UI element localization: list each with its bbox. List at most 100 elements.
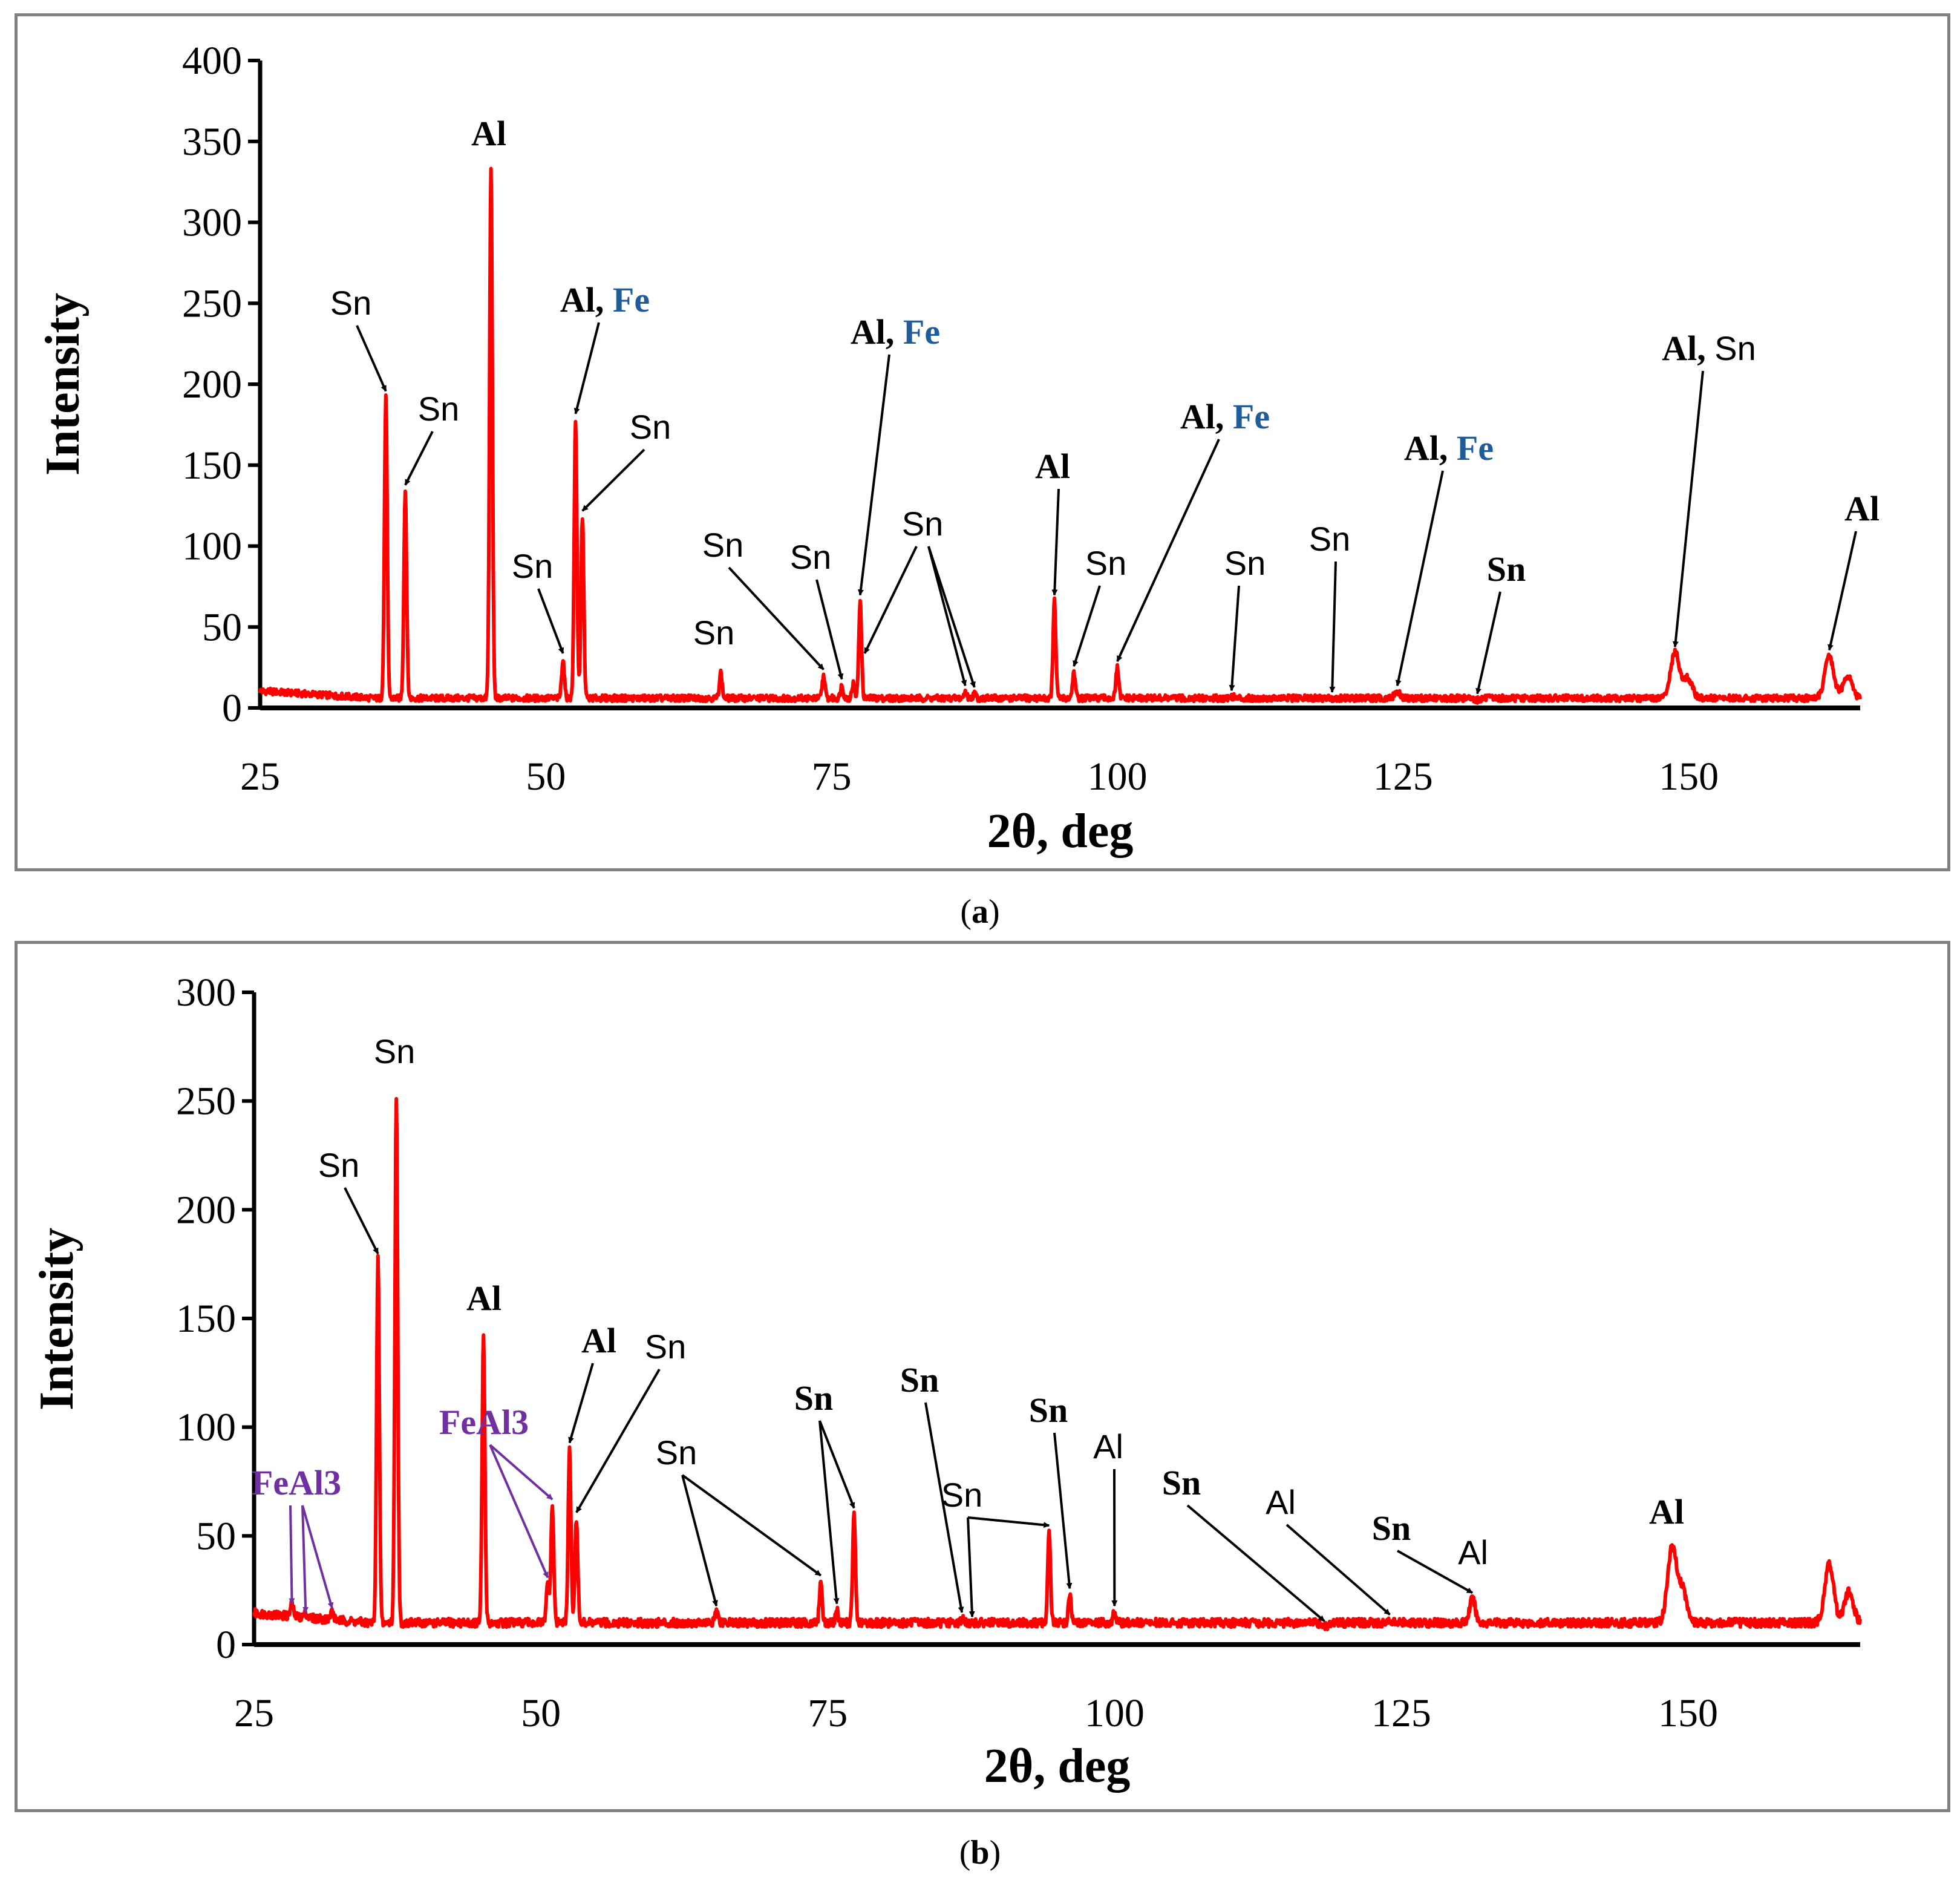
peak-arrow bbox=[1285, 1524, 1391, 1616]
y-tick-label: 200 bbox=[176, 1188, 236, 1232]
y-tick-label: 0 bbox=[222, 686, 242, 730]
peak-label: Al, Fe bbox=[560, 280, 650, 319]
peak-label: Sn bbox=[941, 1476, 983, 1514]
peak-arrow bbox=[818, 1420, 855, 1509]
peak-label: Al, Sn bbox=[1662, 329, 1756, 368]
peak-label: Sn bbox=[1029, 1390, 1068, 1430]
x-tick-label: 100 bbox=[1087, 755, 1147, 799]
xrd-trace-a bbox=[258, 166, 1862, 705]
peak-arrow bbox=[857, 354, 890, 596]
x-tick-label: 75 bbox=[808, 1691, 848, 1735]
peak-label: Al bbox=[1844, 489, 1880, 528]
peak-arrow bbox=[967, 1516, 1050, 1528]
peak-arrow bbox=[575, 1368, 661, 1513]
y-tick-label: 400 bbox=[182, 39, 242, 83]
y-tick-label: 100 bbox=[176, 1406, 236, 1450]
peak-label: Sn bbox=[1224, 544, 1266, 582]
y-tick-label: 300 bbox=[176, 971, 236, 1015]
x-tick-label: 125 bbox=[1373, 755, 1433, 799]
peak-label: Al, Fe bbox=[1404, 428, 1494, 468]
peak-label: Sn bbox=[1162, 1463, 1201, 1502]
peak-arrow bbox=[967, 1517, 975, 1618]
peak-label: Sn bbox=[902, 505, 944, 543]
y-tick-label: 0 bbox=[216, 1623, 236, 1667]
y-tick-label: 250 bbox=[182, 281, 242, 326]
panel-b-caption: (b) bbox=[959, 1834, 1001, 1871]
peak-label: Sn bbox=[1085, 544, 1127, 582]
peak-arrow bbox=[1329, 561, 1337, 693]
peak-label: FeAl3 bbox=[439, 1403, 529, 1442]
y-tick-label: 100 bbox=[182, 525, 242, 569]
peak-arrow bbox=[1116, 439, 1220, 663]
peak-label: Sn bbox=[645, 1328, 687, 1366]
y-tick-label: 350 bbox=[182, 120, 242, 164]
y-axis-title: Intensity bbox=[30, 1228, 83, 1410]
peak-arrow bbox=[1828, 531, 1857, 651]
y-tick-label: 300 bbox=[182, 201, 242, 245]
chart-a: 0 50 100 150 200 250 300 350 400 25 50 75 100 125 150 2… bbox=[36, 39, 1880, 858]
panel-a-frame bbox=[15, 13, 1950, 871]
x-tick-label: 25 bbox=[234, 1691, 274, 1735]
x-tick-label: 100 bbox=[1085, 1691, 1145, 1735]
xrd-trace-b bbox=[252, 1096, 1862, 1631]
peak-arrow bbox=[489, 1444, 549, 1579]
peak-arrow bbox=[1229, 585, 1240, 692]
peak-arrow bbox=[681, 1474, 822, 1577]
x-tick-label: 150 bbox=[1659, 755, 1719, 799]
panel-a-caption: (a) bbox=[960, 893, 1000, 931]
peak-arrow bbox=[1053, 1432, 1073, 1590]
x-tick-label: 25 bbox=[240, 755, 280, 799]
x-tick-label: 50 bbox=[526, 755, 566, 799]
peak-label: Al bbox=[471, 114, 506, 153]
peak-arrow bbox=[927, 546, 967, 687]
peak-label: Al, Fe bbox=[851, 312, 940, 352]
peak-label: Al bbox=[1458, 1533, 1488, 1571]
peak-label: FeAl3 bbox=[252, 1463, 341, 1502]
peak-label: Al bbox=[1035, 447, 1070, 486]
peak-label: Sn bbox=[693, 614, 735, 652]
peak-arrow bbox=[568, 1363, 594, 1444]
peak-arrow bbox=[924, 1402, 964, 1613]
peak-arrow bbox=[1073, 585, 1101, 667]
peak-label: Sn bbox=[512, 547, 554, 585]
y-axis-title: Intensity bbox=[36, 293, 90, 476]
peak-arrow bbox=[537, 588, 564, 654]
x-tick-label: 75 bbox=[812, 755, 852, 799]
peak-label: Al bbox=[581, 1321, 616, 1360]
peak-label: Sn bbox=[318, 1146, 360, 1184]
peak-arrow bbox=[301, 1505, 334, 1609]
peak-label: Al bbox=[1266, 1483, 1296, 1521]
peak-arrow bbox=[356, 325, 387, 392]
peak-arrow bbox=[489, 1444, 554, 1501]
peak-label: Al bbox=[466, 1279, 501, 1318]
peak-label: Sn bbox=[1309, 520, 1351, 558]
x-tick-label: 125 bbox=[1371, 1691, 1431, 1735]
peak-label: Sn bbox=[1372, 1508, 1411, 1548]
peak-arrow bbox=[1672, 370, 1704, 648]
peak-label: Sn bbox=[330, 284, 372, 322]
x-tick-label: 150 bbox=[1658, 1691, 1718, 1735]
peak-label: Sn bbox=[656, 1433, 697, 1472]
peak-label: Sn bbox=[374, 1032, 416, 1070]
peak-arrow bbox=[927, 546, 976, 688]
y-tick-label: 200 bbox=[182, 362, 242, 407]
peak-label: Sn bbox=[900, 1360, 939, 1400]
peak-arrow bbox=[1051, 488, 1060, 596]
peak-label: Al bbox=[1649, 1492, 1684, 1531]
peak-arrow bbox=[1397, 1550, 1473, 1594]
peak-arrow bbox=[863, 546, 918, 654]
peak-arrow bbox=[344, 1187, 379, 1254]
y-tick-label: 50 bbox=[202, 605, 242, 649]
peak-arrow bbox=[573, 322, 600, 414]
peak-label: Sn bbox=[702, 526, 744, 564]
peak-label: Sn bbox=[418, 390, 460, 428]
chart-b: 0 50 100 150 200 250 300 25 50 75 100 125 150 2θ, deg… bbox=[30, 971, 1862, 1793]
peak-arrow bbox=[1395, 470, 1444, 687]
peak-arrow bbox=[581, 448, 645, 512]
peak-arrow bbox=[1186, 1504, 1325, 1622]
peak-arrow bbox=[1475, 591, 1501, 695]
peak-label: Al, Fe bbox=[1180, 397, 1270, 436]
peak-arrow bbox=[815, 579, 844, 680]
peak-arrow bbox=[681, 1475, 718, 1607]
